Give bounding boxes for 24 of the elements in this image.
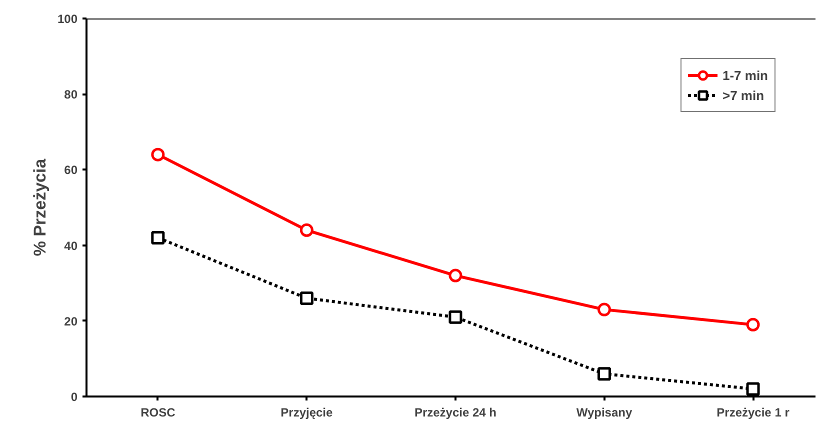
point: [151, 230, 165, 244]
point: [151, 148, 165, 162]
point: [448, 310, 462, 324]
x-tick-label: Przeżycie 24 h: [414, 406, 496, 420]
point: [597, 367, 611, 381]
point: [300, 291, 314, 305]
x-tick-label: Przeżycie 1 r: [716, 406, 790, 420]
point: [746, 382, 760, 396]
x-tick-label: Przyjęcie: [280, 406, 334, 420]
x-tick-label: ROSC: [140, 406, 176, 420]
y-tick-label: 20: [64, 314, 78, 328]
y-tick-label: 80: [64, 88, 78, 102]
y-tick-label: 40: [64, 238, 78, 253]
y-axis-title: % Przeżycia: [30, 158, 50, 256]
legend-label: 1-7 min: [722, 68, 768, 82]
point: [597, 302, 611, 316]
legend-label: >7 min: [722, 88, 764, 102]
y-tick-label: 0: [70, 390, 78, 404]
point: [300, 223, 314, 237]
point: [448, 268, 462, 282]
point: [746, 318, 760, 332]
y-tick-label: 60: [64, 163, 78, 178]
y-tick-label: 100: [57, 12, 78, 26]
x-tick-label: Wypisany: [576, 406, 632, 420]
